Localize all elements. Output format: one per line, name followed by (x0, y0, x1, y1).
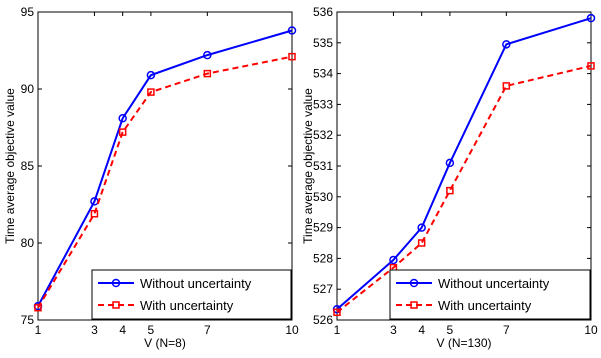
legend-label: Without uncertainty (140, 276, 252, 291)
legend-box (91, 269, 292, 320)
legend-swatch-marker (410, 301, 418, 309)
y-tick-label: 535 (313, 36, 333, 50)
series-without-uncertainty (332, 13, 596, 314)
legend: Without uncertainty With uncertainty (389, 269, 591, 320)
y-tick-label: 530 (313, 190, 333, 204)
x-tick-label: 4 (418, 323, 425, 337)
legend-label: Without uncertainty (438, 276, 550, 291)
data-point (288, 52, 296, 61)
legend-label: With uncertainty (140, 298, 234, 313)
y-tick-label: 531 (313, 159, 333, 173)
x-tick-label: 1 (35, 323, 42, 337)
data-point (502, 82, 511, 90)
x-tick-label: 7 (503, 323, 510, 337)
y-axis-label: Time average objective value (301, 88, 315, 244)
series-with-uncertainty (34, 52, 296, 312)
y-tick-label: 85 (21, 159, 35, 173)
y-tick-label: 75 (21, 313, 35, 327)
x-tick-label: 4 (119, 323, 126, 337)
series-without-uncertainty (33, 26, 297, 311)
chart-1: 1 3 4 5 7 10 75 80 85 90 95 V (N=8) Time average obj… (3, 5, 299, 350)
x-tick-label: 5 (148, 323, 155, 337)
series-line (336, 17, 592, 310)
x-tick-label: 7 (204, 323, 211, 337)
y-tick-label: 533 (313, 97, 333, 111)
data-point (502, 40, 511, 49)
data-point (287, 26, 297, 35)
y-tick-label: 90 (21, 82, 35, 96)
y-tick-label: 532 (313, 128, 333, 142)
data-point (333, 308, 341, 317)
data-point (203, 50, 212, 60)
series-line (37, 29, 293, 307)
legend-label: With uncertainty (438, 298, 532, 313)
series-line (37, 55, 293, 309)
data-point (417, 223, 426, 232)
x-tick-label: 1 (334, 323, 341, 337)
data-point (147, 88, 155, 96)
y-tick-label: 80 (21, 236, 35, 250)
y-tick-label: 536 (313, 5, 333, 19)
data-point (417, 239, 426, 247)
x-axis-label: V (N=8) (144, 336, 186, 350)
x-tick-label: 3 (390, 323, 397, 337)
legend-swatch-marker (112, 301, 120, 309)
y-tick-label: 534 (313, 67, 333, 81)
y-axis-label: Time average objective value (3, 88, 17, 244)
data-point (389, 255, 398, 265)
data-point (446, 186, 454, 195)
legend: Without uncertainty With uncertainty (91, 269, 292, 320)
y-tick-label: 526 (313, 313, 333, 327)
data-point (146, 70, 156, 80)
y-tick-label: 529 (313, 221, 333, 235)
data-point (586, 13, 596, 23)
chart-2: 1 3 4 5 7 10 526 527 528 529 530 531 532 533 534 535 536… (301, 5, 598, 350)
y-tick-label: 528 (313, 251, 333, 265)
data-point (445, 158, 455, 168)
data-point (118, 114, 127, 123)
legend-box (389, 269, 591, 320)
x-tick-label: 10 (285, 323, 299, 337)
y-tick-label: 95 (21, 5, 35, 19)
y-tick-label: 527 (313, 282, 333, 296)
data-point (118, 128, 127, 136)
legend-swatch-marker (111, 278, 121, 288)
x-tick-label: 10 (584, 323, 598, 337)
data-point (587, 62, 595, 70)
data-point (203, 69, 212, 78)
legend-swatch-marker (409, 278, 419, 288)
series-line (336, 64, 592, 314)
x-tick-label: 3 (91, 323, 98, 337)
data-point (34, 303, 42, 312)
x-tick-label: 5 (447, 323, 454, 337)
x-axis-label: V (N=130) (436, 336, 491, 350)
data-point (90, 209, 99, 218)
